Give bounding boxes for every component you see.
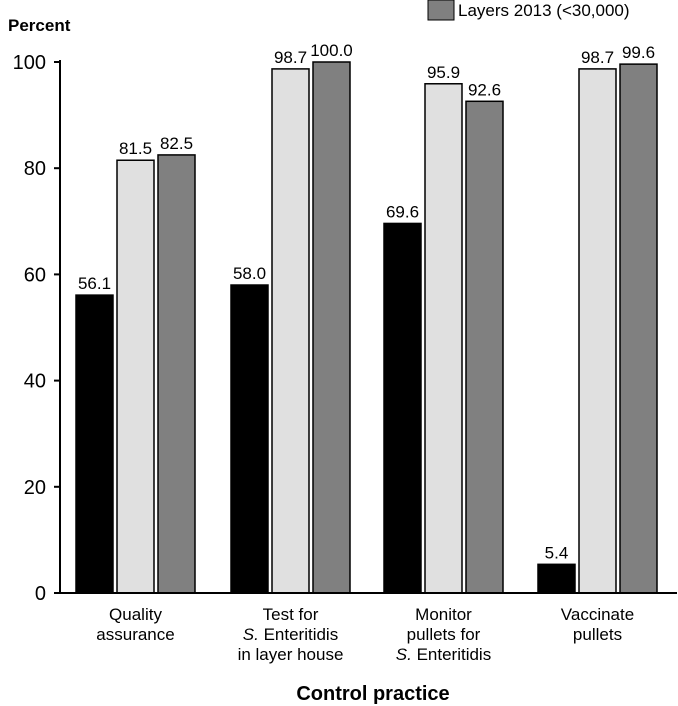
category-label: Vaccinate pullets	[561, 605, 634, 644]
data-label: 82.5	[160, 134, 193, 153]
data-label: 81.5	[119, 139, 152, 158]
data-label: 58.0	[233, 264, 266, 283]
y-tick-label: 40	[24, 371, 46, 393]
data-label: 98.7	[581, 48, 614, 67]
legend-swatch	[427, 0, 455, 21]
bar	[383, 222, 422, 594]
bar	[424, 83, 463, 594]
data-label: 95.9	[427, 63, 460, 82]
y-tick-label: 60	[24, 264, 46, 286]
data-label: 99.6	[622, 43, 655, 62]
bar	[75, 294, 114, 594]
bar	[537, 563, 576, 594]
data-label: 5.4	[545, 543, 569, 562]
bar	[619, 63, 658, 594]
bar	[157, 154, 196, 594]
data-label: 56.1	[78, 274, 111, 293]
y-tick-label: 0	[35, 583, 46, 605]
bar	[230, 284, 269, 594]
bar	[312, 61, 351, 594]
bar	[271, 68, 310, 594]
category-label: Test for S. Enteritidis in layer house	[238, 605, 344, 664]
legend: Layers 2013 (<30,000)	[427, 0, 630, 21]
data-label: 100.0	[310, 41, 353, 60]
legend-label: Layers 2013 (<30,000)	[458, 1, 630, 20]
bar	[578, 68, 617, 594]
y-tick-label: 100	[13, 52, 46, 74]
y-tick-label: 20	[24, 477, 46, 499]
x-axis-title: Control practice	[296, 683, 449, 705]
y-tick-label: 80	[24, 158, 46, 180]
category-label: Quality assurance	[96, 605, 174, 644]
bar	[116, 159, 155, 594]
data-label: 98.7	[274, 48, 307, 67]
bar	[465, 100, 504, 594]
data-label: 92.6	[468, 80, 501, 99]
y-axis-title: Percent	[8, 16, 71, 35]
data-label: 69.6	[386, 202, 419, 221]
category-label: Monitor pullets for S. Enteritidis	[396, 605, 491, 664]
